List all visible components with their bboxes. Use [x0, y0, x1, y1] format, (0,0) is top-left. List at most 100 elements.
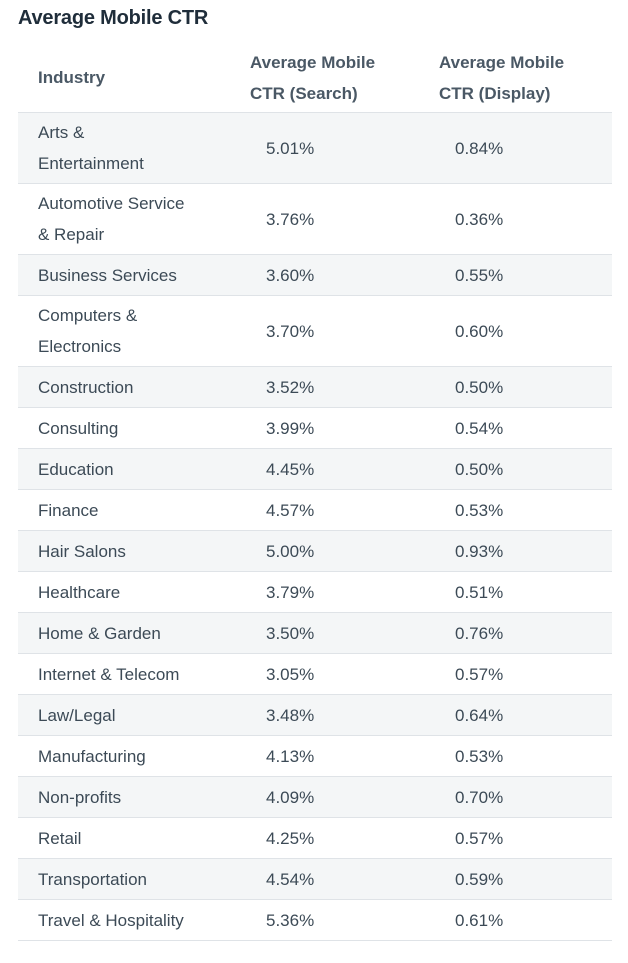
cell-industry: Manufacturing: [18, 735, 230, 777]
cell-display-ctr: 0.57%: [418, 817, 612, 859]
cell-industry: Automotive Service & Repair: [18, 183, 230, 255]
cell-search-ctr: 3.79%: [230, 571, 418, 613]
header-industry: Industry: [18, 43, 230, 113]
header-display-ctr: Average Mobile CTR (Display): [418, 43, 612, 113]
cell-industry: Education: [18, 448, 230, 490]
header-search-line1: Average Mobile: [250, 52, 376, 72]
cell-display-ctr: 0.55%: [418, 254, 612, 296]
cell-industry: Arts & Entertainment: [18, 112, 230, 184]
cell-search-ctr: 5.00%: [230, 530, 418, 572]
industry-name-line1: Consulting: [38, 418, 119, 438]
table-row: Retail 4.25% 0.57%: [18, 817, 612, 859]
table-row: Business Services 3.60% 0.55%: [18, 254, 612, 296]
table-row: Non-profits 4.09% 0.70%: [18, 776, 612, 818]
cell-search-ctr: 3.48%: [230, 694, 418, 736]
table-row: Automotive Service & Repair 3.76% 0.36%: [18, 183, 612, 255]
cell-search-ctr: 3.60%: [230, 254, 418, 296]
table-row: Travel & Hospitality 5.36% 0.61%: [18, 899, 612, 941]
cell-industry: Finance: [18, 489, 230, 531]
industry-name-line1: Business Services: [38, 265, 177, 285]
table-row: Arts & Entertainment 5.01% 0.84%: [18, 112, 612, 184]
header-display-line2: CTR (Display): [439, 83, 551, 103]
cell-industry: Non-profits: [18, 776, 230, 818]
table-row: Education 4.45% 0.50%: [18, 448, 612, 490]
mobile-ctr-table: Industry Average Mobile CTR (Search) Aver…: [18, 43, 612, 941]
cell-display-ctr: 0.36%: [418, 183, 612, 255]
cell-industry: Law/Legal: [18, 694, 230, 736]
industry-name-line2: Entertainment: [38, 154, 144, 173]
cell-search-ctr: 4.54%: [230, 858, 418, 900]
cell-display-ctr: 0.53%: [418, 735, 612, 777]
cell-display-ctr: 0.53%: [418, 489, 612, 531]
cell-search-ctr: 3.99%: [230, 407, 418, 449]
cell-display-ctr: 0.61%: [418, 899, 612, 941]
header-row: Industry Average Mobile CTR (Search) Aver…: [18, 43, 612, 113]
industry-name-line1: Manufacturing: [38, 746, 146, 766]
table-row: Healthcare 3.79% 0.51%: [18, 571, 612, 613]
industry-name-line1: Travel & Hospitality: [38, 910, 184, 930]
header-display-line1: Average Mobile: [439, 52, 565, 72]
cell-search-ctr: 3.50%: [230, 612, 418, 654]
cell-industry: Healthcare: [18, 571, 230, 613]
industry-name-line1: Construction: [38, 377, 134, 397]
cell-industry: Consulting: [18, 407, 230, 449]
industry-name-line1: Arts &: [38, 123, 85, 142]
table-body: Arts & Entertainment 5.01% 0.84% Automotive …: [18, 112, 612, 941]
cell-display-ctr: 0.51%: [418, 571, 612, 613]
industry-name-line1: Education: [38, 459, 114, 479]
industry-name-line1: Finance: [38, 500, 99, 520]
industry-name-line1: Law/Legal: [38, 705, 116, 725]
table-row: Transportation 4.54% 0.59%: [18, 858, 612, 900]
cell-display-ctr: 0.64%: [418, 694, 612, 736]
cell-search-ctr: 3.70%: [230, 295, 418, 367]
cell-display-ctr: 0.60%: [418, 295, 612, 367]
cell-search-ctr: 4.57%: [230, 489, 418, 531]
table-row: Construction 3.52% 0.50%: [18, 366, 612, 408]
industry-name-line1: Healthcare: [38, 582, 121, 602]
cell-display-ctr: 0.76%: [418, 612, 612, 654]
cell-industry: Internet & Telecom: [18, 653, 230, 695]
cell-search-ctr: 3.05%: [230, 653, 418, 695]
cell-search-ctr: 5.36%: [230, 899, 418, 941]
cell-display-ctr: 0.50%: [418, 448, 612, 490]
cell-industry: Business Services: [18, 254, 230, 296]
cell-industry: Retail: [18, 817, 230, 859]
industry-name-line1: Computers &: [38, 306, 138, 325]
cell-search-ctr: 4.13%: [230, 735, 418, 777]
table-row: Finance 4.57% 0.53%: [18, 489, 612, 531]
table-title: Average Mobile CTR: [18, 7, 209, 29]
cell-display-ctr: 0.59%: [418, 858, 612, 900]
table-row: Manufacturing 4.13% 0.53%: [18, 735, 612, 777]
table-header: Industry Average Mobile CTR (Search) Aver…: [18, 43, 612, 113]
cell-industry: Home & Garden: [18, 612, 230, 654]
industry-name-line1: Retail: [38, 828, 82, 848]
industry-name-line1: Hair Salons: [38, 541, 126, 561]
cell-search-ctr: 4.45%: [230, 448, 418, 490]
table-row: Home & Garden 3.50% 0.76%: [18, 612, 612, 654]
cell-industry: Transportation: [18, 858, 230, 900]
table-row: Internet & Telecom 3.05% 0.57%: [18, 653, 612, 695]
table-row: Hair Salons 5.00% 0.93%: [18, 530, 612, 572]
cell-display-ctr: 0.54%: [418, 407, 612, 449]
industry-name-line1: Transportation: [38, 869, 147, 889]
table-row: Law/Legal 3.48% 0.64%: [18, 694, 612, 736]
cell-industry: Hair Salons: [18, 530, 230, 572]
header-search-ctr: Average Mobile CTR (Search): [230, 43, 418, 113]
cell-display-ctr: 0.70%: [418, 776, 612, 818]
cell-search-ctr: 3.52%: [230, 366, 418, 408]
cell-display-ctr: 0.84%: [418, 112, 612, 184]
cell-industry: Travel & Hospitality: [18, 899, 230, 941]
cell-search-ctr: 3.76%: [230, 183, 418, 255]
header-search-line2: CTR (Search): [250, 83, 358, 103]
industry-name-line1: Internet & Telecom: [38, 664, 180, 684]
table-row: Computers & Electronics 3.70% 0.60%: [18, 295, 612, 367]
cell-search-ctr: 4.25%: [230, 817, 418, 859]
cell-search-ctr: 5.01%: [230, 112, 418, 184]
cell-industry: Computers & Electronics: [18, 295, 230, 367]
industry-name-line2: Electronics: [38, 337, 122, 356]
header-industry-label: Industry: [38, 68, 106, 87]
cell-display-ctr: 0.50%: [418, 366, 612, 408]
cell-display-ctr: 0.93%: [418, 530, 612, 572]
cell-display-ctr: 0.57%: [418, 653, 612, 695]
